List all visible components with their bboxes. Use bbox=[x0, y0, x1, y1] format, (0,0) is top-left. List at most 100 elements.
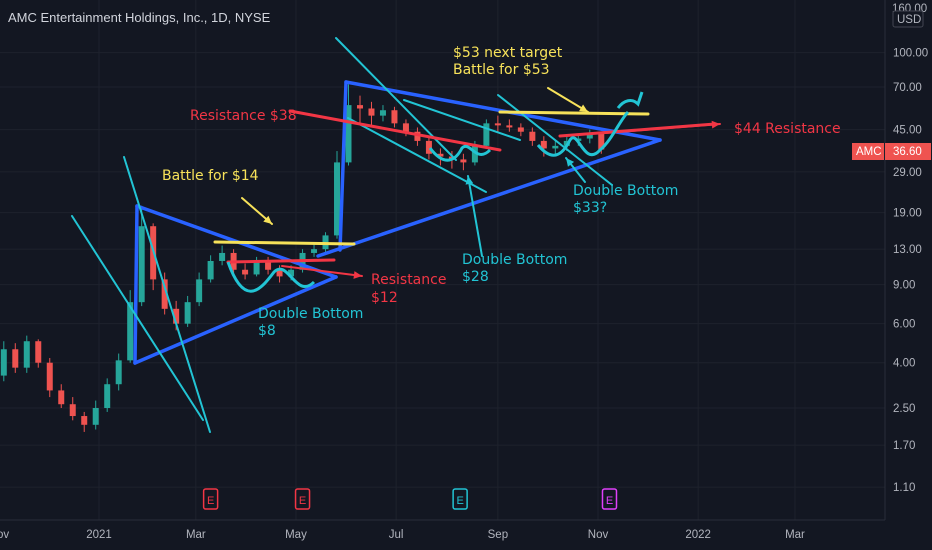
arrow-double-bottom-33-head bbox=[566, 158, 575, 167]
price-tick-label: 1.10 bbox=[893, 482, 915, 494]
breakout-squiggle bbox=[616, 91, 644, 109]
candle-body bbox=[92, 408, 99, 425]
price-tick-label: 1.70 bbox=[893, 440, 915, 452]
time-tick-label: May bbox=[285, 529, 307, 541]
price-tag: AMC 36.60 bbox=[852, 143, 931, 160]
candle-body bbox=[494, 123, 501, 126]
candle-body bbox=[35, 341, 42, 363]
candle-body bbox=[368, 108, 375, 116]
candle-body bbox=[173, 308, 180, 324]
price-tick-label: 100.00 bbox=[893, 48, 928, 60]
time-tick-label: Sep bbox=[488, 529, 508, 541]
level-battle-14 bbox=[213, 240, 356, 246]
triangle-2-left-edge bbox=[338, 80, 348, 252]
price-tag-value: 36.60 bbox=[893, 146, 922, 158]
cyan-fan-1 bbox=[123, 156, 211, 433]
candle-body bbox=[379, 110, 386, 116]
candle-body bbox=[425, 140, 432, 154]
candle-body bbox=[219, 252, 226, 261]
candle-body bbox=[161, 279, 168, 309]
time-tick-label: Nov bbox=[588, 529, 609, 541]
currency-box[interactable] bbox=[892, 10, 924, 28]
price-tick-label: 29.00 bbox=[893, 167, 922, 179]
double-bottom-33-curve bbox=[536, 110, 630, 157]
candle-body bbox=[540, 140, 547, 149]
candle-body bbox=[265, 260, 272, 270]
candle-body bbox=[12, 349, 19, 368]
arrow-resistance-44-head bbox=[711, 120, 720, 129]
candle-body bbox=[46, 362, 53, 391]
cyan-fan-2 bbox=[71, 215, 204, 421]
anno-double-bottom-8-l1: Double Bottom bbox=[258, 306, 363, 322]
earnings-badge-label: E bbox=[207, 495, 214, 507]
price-tag-symbol: AMC bbox=[856, 146, 882, 158]
candle-body bbox=[311, 249, 318, 253]
cyan-channel-lower bbox=[347, 117, 487, 193]
anno-double-bottom-33-l2: $33? bbox=[573, 200, 607, 216]
candle-body bbox=[127, 302, 134, 361]
candle-body bbox=[506, 125, 513, 128]
time-tick-label: Jul bbox=[389, 529, 404, 541]
anno-resistance-44: $44 Resistance bbox=[734, 121, 841, 137]
price-axis[interactable]: 160.00 USD 100.0070.0045.0029.0019.0013.… bbox=[884, 0, 932, 550]
candle-body bbox=[391, 110, 398, 124]
drawings-layer bbox=[71, 37, 721, 433]
earnings-badge-label: E bbox=[299, 495, 306, 507]
arrow-resistance-12-head bbox=[353, 271, 362, 279]
candle-body bbox=[184, 302, 191, 324]
cyan-fan-3 bbox=[335, 37, 457, 161]
candle-body bbox=[402, 123, 409, 132]
candle-body bbox=[253, 260, 260, 275]
arrow-double-bottom-28-head bbox=[465, 176, 474, 185]
anno-resistance-12-l2: $12 bbox=[371, 290, 398, 306]
candle-body bbox=[529, 131, 536, 141]
price-tag-symbol-bg bbox=[852, 143, 884, 160]
chart-title: AMC Entertainment Holdings, Inc., 1D, NY… bbox=[8, 10, 271, 25]
arrow-resistance-12 bbox=[281, 265, 363, 277]
earnings-badge-label: E bbox=[606, 495, 613, 507]
candle-body bbox=[23, 341, 30, 368]
anno-battle-53: Battle for $53 bbox=[453, 62, 550, 78]
anno-double-bottom-28-l1: Double Bottom bbox=[462, 252, 567, 268]
anno-resistance-12-l1: Resistance bbox=[371, 272, 446, 288]
double-bottom-8-curve bbox=[226, 261, 316, 293]
time-tick-label: 2022 bbox=[685, 529, 711, 541]
time-tick-label: Nov bbox=[0, 529, 9, 541]
price-tick-label: 70.00 bbox=[893, 82, 922, 94]
time-tick-label: 2021 bbox=[86, 529, 112, 541]
time-axis[interactable]: Nov 2021 Mar May Jul Sep Nov 2022 Mar bbox=[0, 519, 932, 550]
price-tick-label: 19.00 bbox=[893, 208, 922, 220]
price-tick-label: 9.00 bbox=[893, 280, 915, 292]
earnings-badge bbox=[202, 488, 219, 510]
price-tick-label: 13.00 bbox=[893, 244, 922, 256]
candle-body bbox=[138, 226, 145, 303]
candle-body bbox=[58, 390, 65, 405]
anno-battle-14: Battle for $14 bbox=[162, 168, 259, 184]
candle-body bbox=[69, 404, 76, 417]
candle-body bbox=[288, 269, 295, 277]
candle-body bbox=[437, 153, 444, 157]
earnings-badge bbox=[452, 488, 468, 510]
time-tick-label: Mar bbox=[186, 529, 206, 541]
anno-double-bottom-8-l2: $8 bbox=[258, 323, 276, 339]
candle-body bbox=[517, 127, 524, 132]
candle-body bbox=[334, 162, 341, 236]
candle-body bbox=[471, 145, 478, 163]
double-bottom-28-curve bbox=[428, 144, 492, 162]
cyan-channel-upper bbox=[403, 99, 521, 141]
candle-body bbox=[356, 105, 363, 109]
currency-label: USD bbox=[897, 14, 921, 26]
anno-resistance-38: Resistance $38 bbox=[190, 108, 297, 124]
price-tag-value-bg bbox=[885, 143, 931, 160]
candles-layer bbox=[0, 84, 605, 432]
price-axis-bg bbox=[885, 0, 932, 550]
candle-body bbox=[460, 159, 467, 163]
candle-body bbox=[196, 279, 203, 303]
time-tick-label: Mar bbox=[785, 529, 805, 541]
time-axis-bg bbox=[0, 520, 932, 550]
candle-body bbox=[207, 260, 214, 280]
candle-body bbox=[81, 416, 88, 425]
